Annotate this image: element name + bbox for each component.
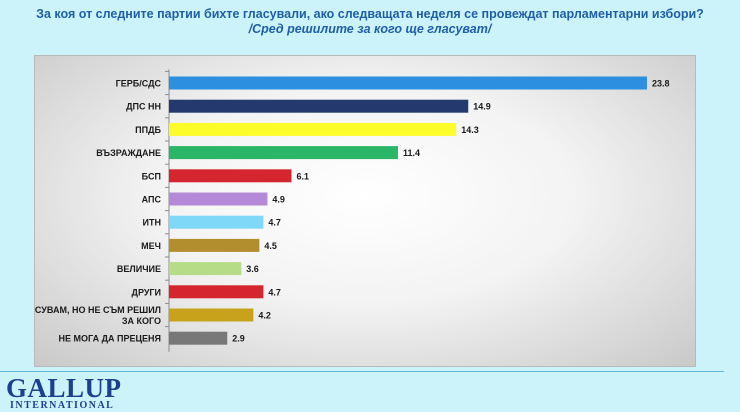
data-label: 4.5 [264, 241, 277, 251]
data-label: 4.7 [268, 287, 281, 297]
category-label: ВЪЗРАЖДАНЕ [96, 148, 161, 158]
category-label: МЕЧ [141, 241, 161, 251]
bar [169, 331, 228, 345]
logo-main-text: GALLUP [6, 373, 122, 403]
chart-title: За коя от следните партии бихте гласувал… [36, 7, 704, 21]
logo-sub-text: INTERNATIONAL [10, 400, 115, 411]
bar [169, 285, 264, 299]
bar [169, 215, 264, 229]
bar-chart: ГЕРБ/СДС 23.8 ДПС НН 14.9 ППДБ 14.3 ВЪЗРАЖДАНЕ… [35, 69, 670, 352]
data-label: 23.8 [652, 79, 670, 89]
bar [169, 122, 457, 136]
category-label: ВЕЛИЧИЕ [117, 264, 161, 274]
category-label: АПС [142, 195, 162, 205]
bar [169, 169, 292, 183]
category-label: ППДБ [135, 125, 161, 135]
category-label: ИТН [143, 218, 161, 228]
bar [169, 308, 254, 322]
chart-panel: ГЕРБ/СДС 23.8 ДПС НН 14.9 ППДБ 14.3 ВЪЗРАЖДАНЕ… [34, 55, 696, 367]
data-label: 11.4 [403, 148, 420, 158]
data-label: 6.1 [297, 171, 310, 181]
category-label: ГЕРБ/СДС [116, 79, 162, 89]
category-label: ДРУГИ [132, 287, 161, 297]
bar [169, 238, 260, 252]
category-label: НЕ МОГА ДА ПРЕЦЕНЯ [59, 334, 161, 344]
bar [169, 146, 398, 160]
data-label: 2.9 [232, 334, 245, 344]
data-label: 4.7 [268, 218, 281, 228]
bar [169, 99, 469, 113]
footer-divider [0, 371, 724, 372]
bar [169, 192, 268, 206]
bar [169, 262, 242, 276]
data-label: 14.3 [461, 125, 479, 135]
data-label: 4.9 [272, 195, 285, 205]
category-label: ДПС НН [126, 102, 161, 112]
category-label: ЩЕ ГЛАСУВАМ, НО НЕ СЪМ РЕШИЛ [35, 305, 161, 315]
data-label: 3.6 [246, 264, 259, 274]
data-label: 4.2 [258, 311, 271, 321]
category-label: ЗА КОГО [122, 316, 161, 326]
category-label: БСП [142, 171, 161, 181]
gallup-logo: GALLUP INTERNATIONAL [6, 373, 121, 411]
chart-subtitle: /Сред решилите за кого ще гласуват/ [248, 22, 492, 36]
bar [169, 76, 647, 90]
data-label: 14.9 [473, 102, 491, 112]
